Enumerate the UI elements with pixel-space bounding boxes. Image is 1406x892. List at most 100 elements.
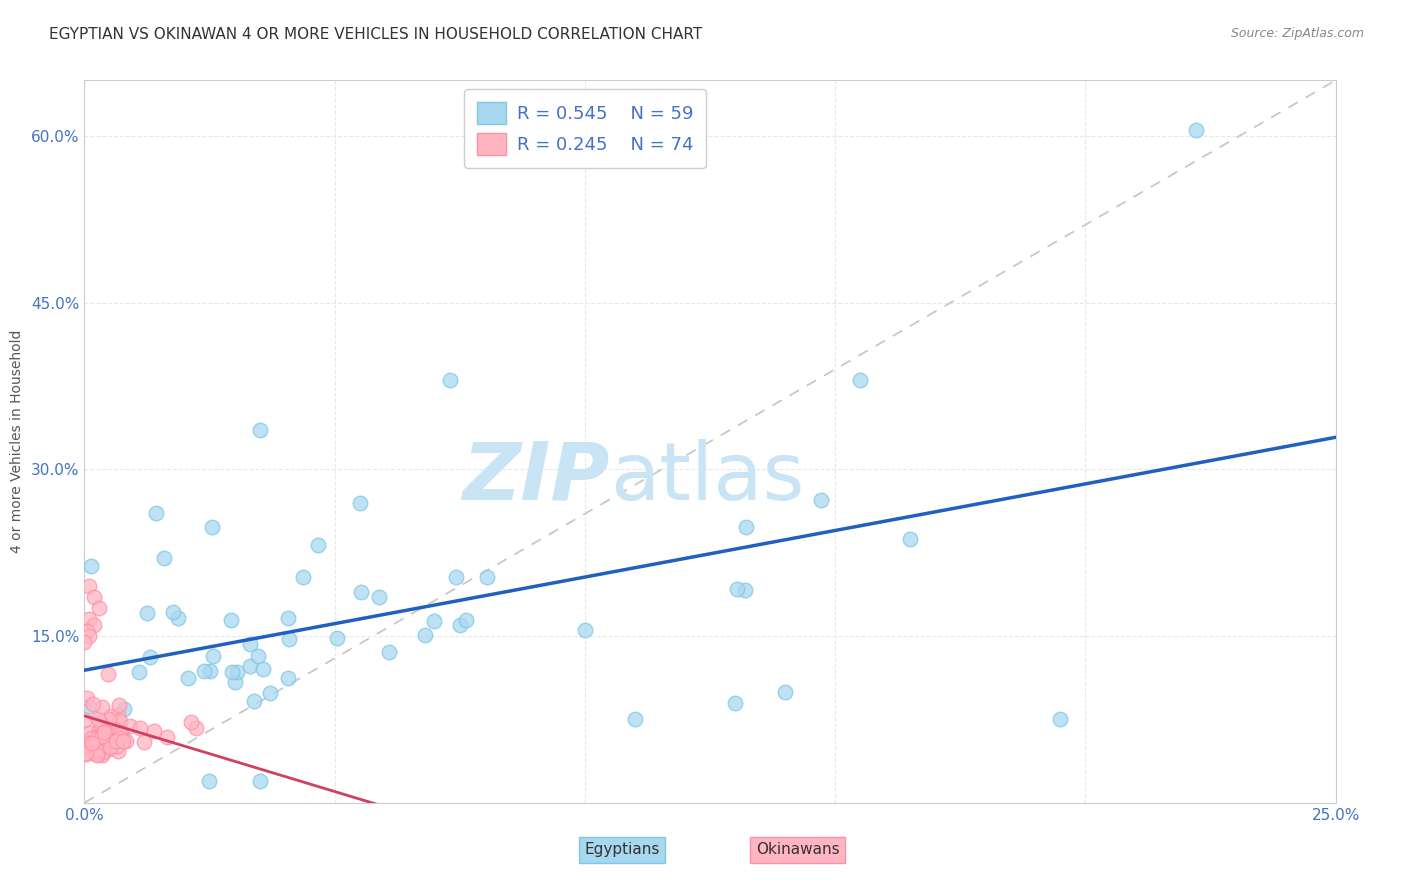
Point (439, 373, 461, 387)
Point (91, 731, 114, 745)
Point (239, 637, 262, 651)
Point (79, 579, 101, 593)
Point (252, 661, 274, 675)
Point (75, 713, 97, 727)
Point (100, 733, 122, 747)
Point (90, 748, 112, 763)
Point (80, 737, 103, 751)
Point (93, 725, 115, 739)
Point (377, 645, 399, 659)
Point (136, 606, 159, 620)
Text: Egyptians: Egyptians (585, 842, 661, 857)
Point (97, 741, 120, 756)
Point (624, 713, 647, 727)
Point (94, 725, 117, 739)
Point (93, 725, 115, 739)
Point (84, 733, 107, 747)
Point (97, 712, 120, 726)
Point (112, 702, 135, 716)
Point (242, 694, 264, 708)
Point (128, 665, 150, 679)
Point (108, 714, 131, 729)
Point (139, 650, 162, 665)
Point (91, 723, 114, 737)
Point (107, 708, 129, 723)
Point (105, 723, 128, 737)
Point (129, 721, 152, 735)
Point (83, 590, 105, 604)
Point (114, 734, 136, 748)
Point (307, 538, 329, 552)
Point (97, 667, 120, 681)
Point (574, 623, 596, 637)
Point (79, 629, 101, 643)
Point (1049, 713, 1071, 727)
Point (75, 747, 97, 761)
Point (219, 613, 242, 627)
Point (224, 674, 246, 689)
Point (153, 551, 176, 566)
Point (84, 731, 107, 746)
Point (76, 738, 98, 752)
Point (167, 611, 190, 625)
Point (100, 722, 122, 736)
Point (83, 745, 105, 759)
Point (413, 627, 436, 641)
Point (82, 736, 104, 750)
Point (898, 532, 921, 546)
Point (326, 631, 349, 645)
Point (108, 726, 131, 740)
Point (368, 590, 391, 604)
Point (198, 664, 221, 678)
Point (1184, 123, 1206, 137)
Point (80, 559, 103, 574)
Point (82, 733, 104, 747)
Point (198, 773, 221, 788)
Point (91, 729, 114, 743)
Point (456, 613, 478, 627)
Point (83, 746, 105, 760)
Point (87, 723, 110, 737)
Point (87, 741, 110, 756)
Point (277, 671, 299, 685)
Text: Source: ZipAtlas.com: Source: ZipAtlas.com (1230, 27, 1364, 40)
Point (82, 697, 104, 711)
Point (107, 744, 129, 758)
Legend: R = 0.545    N = 59, R = 0.245    N = 74: R = 0.545 N = 59, R = 0.245 N = 74 (464, 89, 706, 168)
Point (80, 734, 103, 748)
Text: ZIP: ZIP (463, 439, 610, 516)
Point (277, 632, 299, 646)
Point (849, 373, 872, 387)
Point (89, 726, 111, 740)
Point (87, 747, 110, 762)
Point (239, 659, 262, 673)
Point (83, 739, 105, 753)
Point (201, 520, 224, 534)
Point (79, 698, 101, 713)
Point (79, 612, 101, 626)
Point (86, 747, 108, 762)
Point (83, 743, 105, 757)
Point (186, 721, 208, 735)
Point (446, 570, 468, 584)
Point (79, 726, 101, 740)
Point (449, 618, 471, 632)
Point (810, 493, 832, 508)
Point (349, 496, 371, 510)
Point (90, 700, 112, 714)
Point (80, 731, 103, 746)
Point (143, 723, 166, 738)
Point (89, 715, 111, 730)
Point (111, 733, 134, 747)
Point (110, 728, 132, 742)
Text: atlas: atlas (610, 439, 804, 516)
Point (350, 584, 373, 599)
Point (91, 729, 114, 743)
Point (75, 747, 97, 761)
Point (226, 665, 249, 680)
Point (477, 570, 499, 584)
Point (108, 698, 131, 713)
Point (725, 582, 748, 596)
Point (249, 424, 271, 438)
Point (87, 712, 110, 726)
